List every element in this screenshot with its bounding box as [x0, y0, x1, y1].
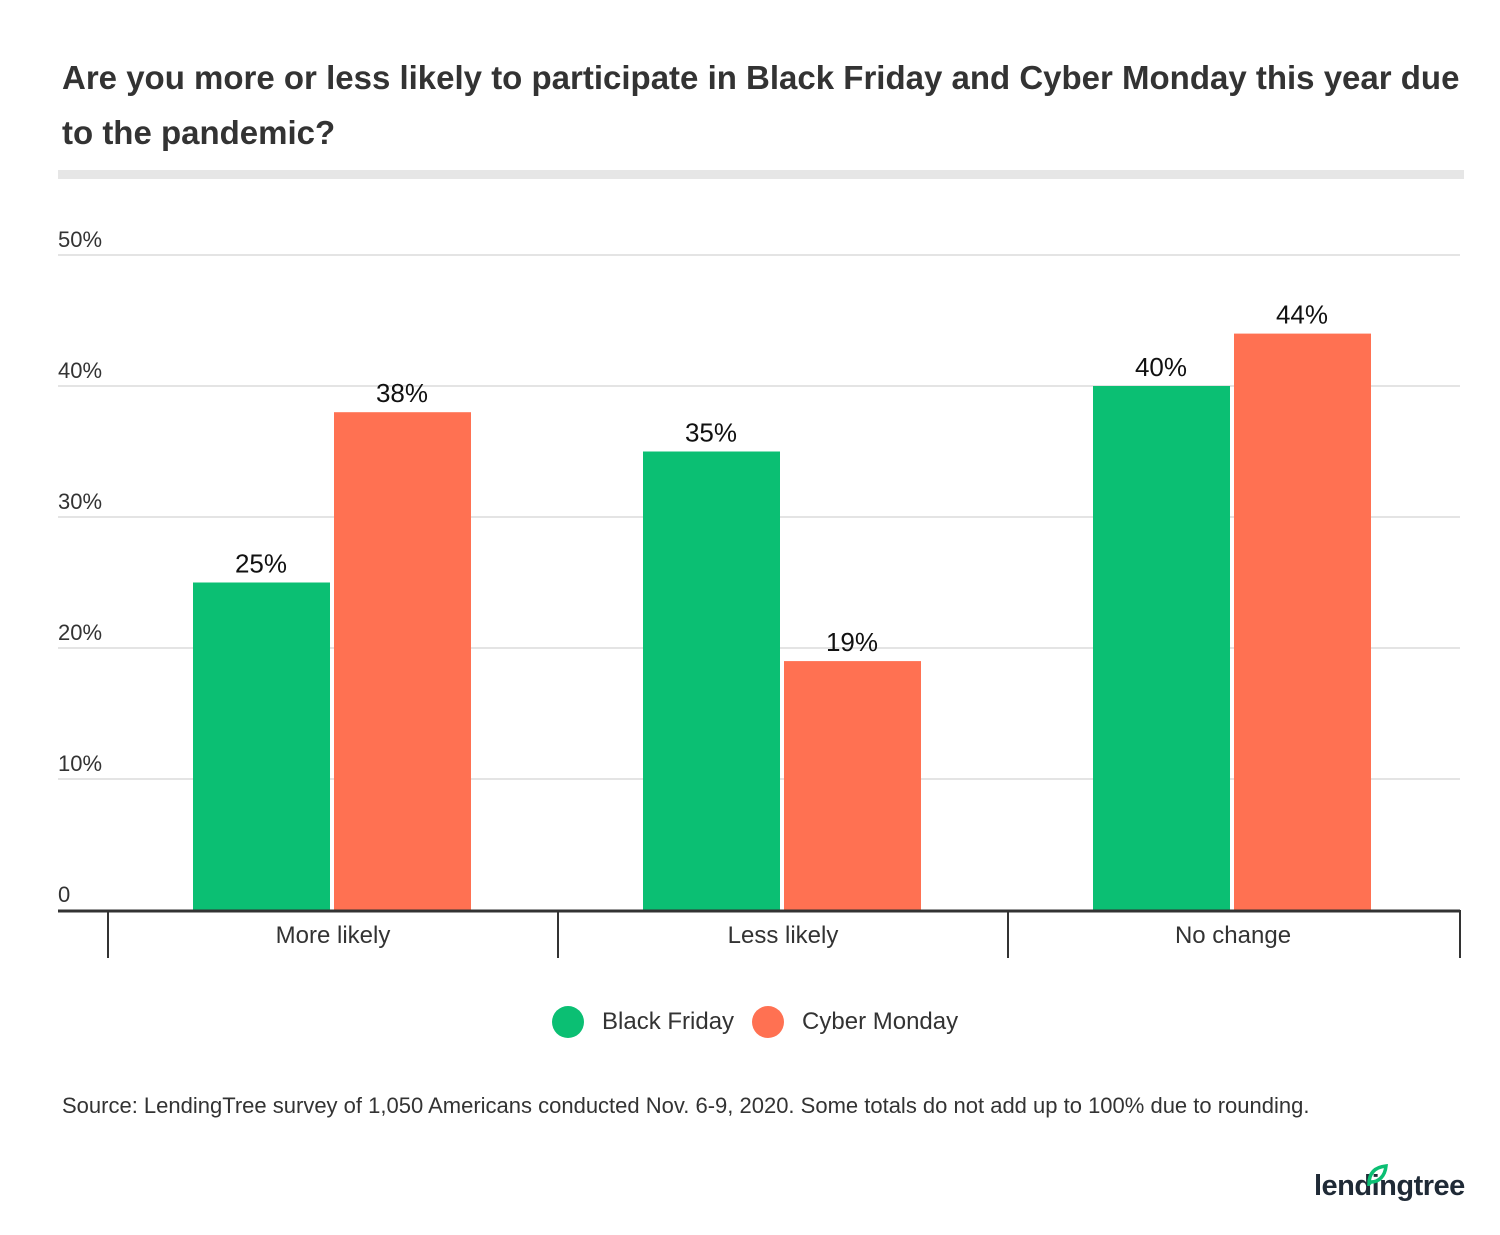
- legend: Black Friday Cyber Monday: [552, 1006, 976, 1038]
- y-tick-label: 20%: [58, 620, 102, 645]
- bar-black-friday: [1093, 386, 1230, 910]
- logo-text: lendingtree: [1314, 1170, 1465, 1202]
- chart-title: Are you more or less likely to participa…: [62, 59, 1460, 151]
- y-tick-label: 10%: [58, 751, 102, 776]
- bar-black-friday: [643, 451, 780, 910]
- legend-item-cyber-monday: Cyber Monday: [752, 1006, 958, 1038]
- legend-label: Black Friday: [602, 1008, 735, 1035]
- data-label: 44%: [1276, 300, 1328, 330]
- bar-cyber-monday: [1234, 333, 1371, 911]
- data-label: 35%: [685, 418, 737, 448]
- legend-label: Cyber Monday: [802, 1008, 959, 1035]
- bar-chart: 0 10% 20% 30% 40% 50% 25% 38% More likely 35% 19% L…: [58, 227, 1461, 958]
- legend-swatch-cyber-monday: [752, 1006, 785, 1038]
- data-label: 40%: [1135, 352, 1187, 382]
- bar-black-friday: [193, 582, 330, 910]
- data-label: 38%: [376, 378, 428, 408]
- bar-cyber-monday: [334, 412, 471, 910]
- legend-item-black-friday: Black Friday: [552, 1006, 734, 1038]
- data-label: 25%: [235, 549, 287, 579]
- leaf-icon: [1367, 1164, 1388, 1186]
- legend-swatch-black-friday: [552, 1006, 584, 1038]
- y-tick-label: 40%: [58, 358, 102, 383]
- y-tick-label: 30%: [58, 489, 102, 514]
- y-tick-label: 0: [58, 882, 70, 907]
- bar-cyber-monday: [784, 661, 921, 910]
- lendingtree-logo: lendingtree: [1314, 1164, 1465, 1203]
- source-note: Source: LendingTree survey of 1,050 Amer…: [62, 1093, 1310, 1118]
- y-tick-label: 50%: [58, 227, 102, 252]
- title-divider: [58, 170, 1464, 179]
- x-tick-label: More likely: [276, 922, 391, 949]
- x-tick-label: No change: [1175, 922, 1291, 949]
- x-tick-label: Less likely: [728, 922, 839, 949]
- data-label: 19%: [826, 627, 878, 657]
